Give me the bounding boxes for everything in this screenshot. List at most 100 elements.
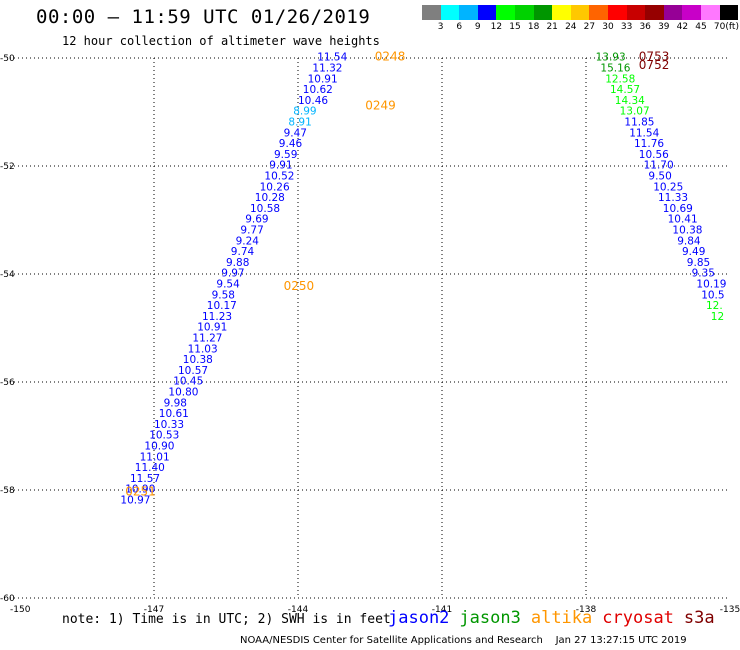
pass-time-label: 0752 [639,58,670,72]
satellite-legend-item: cryosat [602,608,674,628]
wave-height-label: 11.01 [140,451,170,463]
wave-height-label: 10.80 [168,387,198,399]
wave-height-label: 9.49 [682,246,705,258]
wave-height-label: 10.28 [255,192,285,204]
wave-height-label: 11.54 [317,52,347,64]
wave-height-label: 13.07 [620,106,650,118]
wave-height-label: 9.54 [216,279,240,291]
color-swatch [645,5,664,20]
color-swatch [552,5,571,20]
color-swatch [663,5,683,20]
wave-height-label: 10.61 [159,408,189,420]
wave-height-label: 10.69 [663,203,693,215]
color-scale-label: 42 [676,22,689,32]
color-swatch [719,5,739,20]
satellite-legend-item: jason3 [459,608,521,628]
wave-height-label: 9.77 [240,225,263,237]
wave-height-label: 14.57 [610,84,640,96]
wave-height-label: 11.23 [202,311,232,323]
color-swatch [607,5,627,20]
color-swatch [496,5,515,20]
y-tick-label: -50 [0,54,15,64]
wave-height-label: 9.59 [274,149,297,161]
color-scale-label: 36 [639,22,651,32]
wave-height-label: 10.91 [308,73,338,85]
color-swatch [589,5,608,20]
color-scale-label: 18 [527,22,540,32]
color-scale-label: 70 [713,22,726,32]
satellite-legend-item: jason2 [388,608,450,628]
y-tick-label: -54 [0,270,15,280]
wave-height-label: 9.35 [692,268,715,280]
x-tick-label: -138 [576,605,597,615]
color-swatch [477,5,497,20]
wave-height-label: 9.47 [284,127,307,139]
wave-height-label: 10.90 [144,441,174,453]
wave-height-label: 10.58 [250,203,280,215]
color-scale-label: 6 [456,22,463,32]
pass-time-label: 0251 [125,484,156,498]
wave-height-label: 9.46 [279,138,303,150]
wave-height-label: 11.40 [135,462,165,474]
pass-time-label: 0248 [375,50,406,64]
color-swatch [700,5,720,20]
wave-height-label: 10.97 [120,495,150,507]
wave-height-label: 13.93 [596,52,626,64]
wave-height-label: 9.74 [231,246,255,258]
wave-height-label: 11.76 [634,138,664,150]
wave-height-label: 10.33 [154,419,184,431]
color-swatch [533,5,553,20]
color-scale-label: 3 [437,22,444,32]
wave-height-label: 10.19 [696,279,726,291]
map-subtitle: 12 hour collection of altimeter wave hei… [62,34,380,48]
wave-height-label: 10.38 [183,354,213,366]
y-tick-label: -56 [0,378,15,388]
wave-height-label: 10.45 [173,376,203,388]
wave-height-label: 9.88 [226,257,249,269]
wave-height-label: 12 [711,311,724,323]
wave-height-label: 11.03 [188,343,218,355]
y-tick-label: -60 [0,594,15,604]
wave-height-label: 10.62 [303,84,333,96]
units-note: note: 1) Time is in UTC; 2) SWH is in fe… [62,612,391,627]
wave-height-label: 11.57 [130,473,160,485]
x-tick-label: -144 [288,605,309,615]
color-swatch [626,5,646,20]
wave-height-label: 10.46 [298,95,328,107]
wave-height-label: 10.56 [639,149,669,161]
color-scale-label: 45 [695,22,707,32]
wave-height-label: 8.99 [293,106,316,118]
color-swatch [570,5,590,20]
wave-height-label: 12.58 [605,73,635,85]
wave-height-label: 11.33 [658,192,688,204]
satellite-legend-item: s3a [683,608,715,628]
wave-height-label: 9.98 [164,397,187,409]
wave-height-label: 11.85 [624,117,654,129]
wave-height-label: 11.70 [644,160,674,172]
satellite-legend: jason2 jason3 altika cryosat s3a [388,608,715,628]
x-tick-label: -135 [720,605,740,615]
color-scale-bar [422,5,739,20]
color-swatch [459,5,478,20]
wave-height-label: 10.57 [178,365,208,377]
color-scale-label: 21 [546,22,558,32]
satellite-legend-item: altika [530,608,593,628]
color-scale-label: 33 [620,22,633,32]
wave-height-label: 9.91 [269,160,292,172]
credit-footer: NOAA/NESDIS Center for Satellite Applica… [240,635,687,646]
wave-height-label: 10.91 [197,322,227,334]
wave-height-label: 9.84 [677,235,701,247]
color-swatch [440,5,460,20]
x-tick-label: -147 [144,605,164,615]
x-tick-label: -150 [10,605,31,615]
wave-height-label: 11.27 [192,333,222,345]
wave-height-label: 10.41 [668,214,698,226]
wave-height-label: 9.85 [687,257,710,269]
color-swatch [422,5,441,20]
wave-height-label: 10.53 [149,430,179,442]
wave-height-label: 10.38 [672,225,702,237]
wave-height-label: 9.69 [245,214,268,226]
wave-height-label: 10.90 [125,484,155,496]
pass-time-label: 0249 [365,98,396,112]
